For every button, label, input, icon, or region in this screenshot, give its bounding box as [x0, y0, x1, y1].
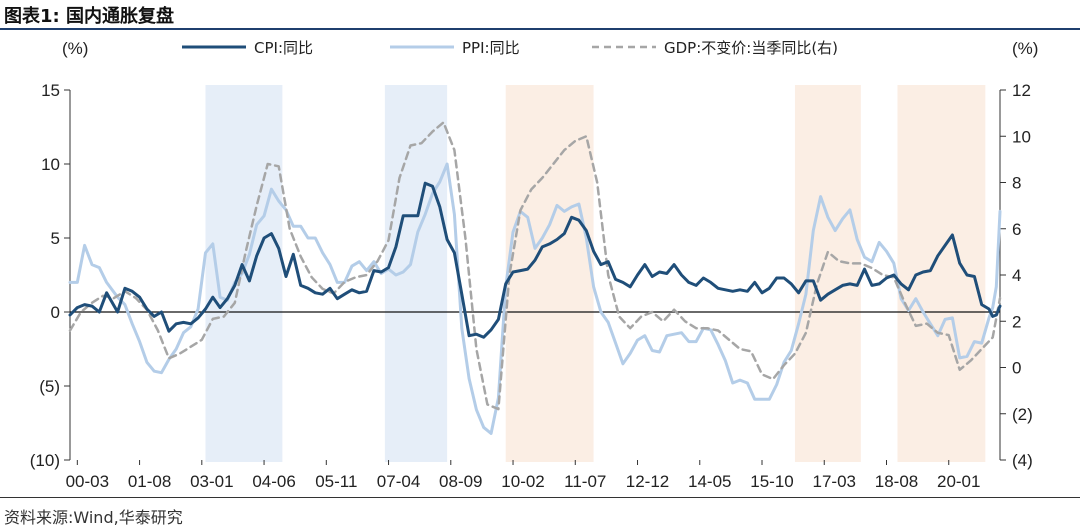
right-axis-unit: (%)	[1012, 39, 1038, 58]
right-tick-label: 4	[1012, 266, 1021, 285]
left-tick-label: 5	[51, 229, 60, 248]
axes: 15 10 5 0 (5) (10) 12 10 8 6 4 2 0 (2) (4) 00-03 01-08 03…	[30, 81, 1033, 491]
x-tick-label: 07-04	[377, 472, 420, 491]
right-tick-label: 10	[1012, 127, 1031, 146]
right-tick-label: 8	[1012, 174, 1021, 193]
x-tick-label: 15-10	[750, 472, 793, 491]
x-tick-label: 05-11	[315, 472, 357, 491]
right-tick-label: 0	[1012, 359, 1021, 378]
x-tick-label: 01-08	[128, 472, 171, 491]
series-layer	[68, 121, 1002, 435]
left-tick-label: 10	[41, 155, 60, 174]
x-tick-label: 17-03	[813, 472, 856, 491]
chart-title: 图表1: 国内通胀复盘	[4, 6, 174, 27]
x-tick-label: 08-09	[439, 472, 482, 491]
shaded-period-2	[505, 85, 594, 462]
x-tick-label: 11-07	[564, 472, 606, 491]
left-tick-label: (5)	[39, 377, 60, 396]
source-note: 资料来源:Wind,华泰研究	[4, 508, 183, 527]
left-tick-label: 0	[51, 303, 60, 322]
left-axis-unit: (%)	[62, 39, 88, 58]
left-tick-label: 15	[41, 81, 60, 100]
x-tick-label: 03-01	[190, 472, 233, 491]
shaded-periods	[205, 85, 986, 462]
series-line-2	[68, 121, 1002, 411]
title-rule	[0, 28, 1080, 30]
right-tick-label: (2)	[1012, 405, 1033, 424]
x-tick-label: 00-03	[66, 472, 109, 491]
legend-label-gdp: GDP:不变价:当季同比(右)	[664, 39, 838, 57]
legend-label-cpi: CPI:同比	[254, 39, 313, 57]
shaded-period-4	[897, 85, 986, 462]
legend: CPI:同比 PPI:同比 GDP:不变价:当季同比(右)	[182, 39, 838, 57]
x-tick-label: 14-05	[688, 472, 731, 491]
right-tick-label: (4)	[1012, 451, 1033, 470]
footer-rule	[0, 497, 1080, 498]
series-line-0	[68, 181, 1002, 339]
left-tick-label: (10)	[30, 451, 60, 470]
x-tick-label: 18-08	[875, 472, 918, 491]
x-tick-label: 10-02	[501, 472, 544, 491]
x-tick-label: 20-01	[937, 472, 980, 491]
legend-label-ppi: PPI:同比	[462, 39, 520, 57]
x-tick-label: 12-12	[626, 472, 669, 491]
x-tick-label: 04-06	[252, 472, 295, 491]
shaded-period-3	[794, 85, 861, 462]
line-chart: 15 10 5 0 (5) (10) 12 10 8 6 4 2 0 (2) (4) 00-03 01-08 03…	[30, 39, 1039, 491]
right-tick-label: 12	[1012, 81, 1031, 100]
right-tick-label: 2	[1012, 312, 1021, 331]
right-tick-label: 6	[1012, 220, 1021, 239]
